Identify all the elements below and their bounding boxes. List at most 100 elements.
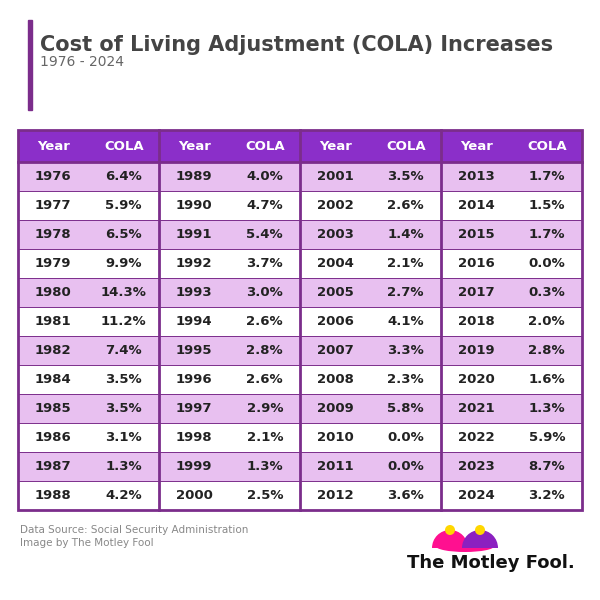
Text: 4.0%: 4.0% [247,170,283,183]
Text: 2018: 2018 [458,315,494,328]
Bar [229,336,300,365]
Text: 3.5%: 3.5% [106,402,142,415]
Text: 2009: 2009 [317,402,353,415]
Text: 2000: 2000 [176,489,212,502]
Text: 2012: 2012 [317,489,353,502]
Bar [18,336,89,365]
Text: Year: Year [37,139,70,152]
Bar [511,336,582,365]
Bar [511,307,582,336]
Text: 7.4%: 7.4% [106,344,142,357]
Text: COLA: COLA [527,139,566,152]
Text: 2.6%: 2.6% [247,315,283,328]
Bar [511,365,582,394]
Circle shape [445,525,455,535]
Circle shape [475,525,485,535]
Bar [89,452,159,481]
Bar [441,278,511,307]
Bar [371,394,441,423]
Bar [89,423,159,452]
Text: 5.4%: 5.4% [247,228,283,241]
Text: 2.8%: 2.8% [247,344,283,357]
Text: 1987: 1987 [35,460,71,473]
Text: 2005: 2005 [317,286,353,299]
Text: 2.1%: 2.1% [247,431,283,444]
Bar [18,249,89,278]
Text: 1999: 1999 [176,460,212,473]
Bar [18,365,89,394]
Bar [229,423,300,452]
Bar [441,220,511,249]
Bar [89,394,159,423]
Bar [300,191,371,220]
Text: 6.5%: 6.5% [106,228,142,241]
Bar [371,307,441,336]
Text: 0.0%: 0.0% [529,257,565,270]
Bar [511,130,582,162]
Text: 2011: 2011 [317,460,353,473]
Text: 1997: 1997 [176,402,212,415]
Bar [89,278,159,307]
Text: 2.6%: 2.6% [388,199,424,212]
Text: 1995: 1995 [176,344,212,357]
Bar [300,481,371,510]
Text: 1993: 1993 [176,286,212,299]
Bar [89,336,159,365]
Bar [18,130,582,510]
Bar [159,481,229,510]
Bar [511,423,582,452]
Bar [511,249,582,278]
Text: 2019: 2019 [458,344,494,357]
Text: 1.3%: 1.3% [106,460,142,473]
Bar [511,278,582,307]
Bar [300,394,371,423]
Bar [89,365,159,394]
Bar [229,220,300,249]
Bar [441,130,511,162]
Bar [371,130,441,162]
Text: 1979: 1979 [35,257,71,270]
Bar [89,191,159,220]
Bar [371,423,441,452]
Bar [441,162,511,191]
Text: 1986: 1986 [35,431,71,444]
Bar [441,191,511,220]
Bar [300,278,371,307]
Text: 1977: 1977 [35,199,71,212]
Text: 1994: 1994 [176,315,212,328]
Bar [159,191,229,220]
Bar [511,191,582,220]
Text: 1976 - 2024: 1976 - 2024 [40,55,124,69]
Text: 0.0%: 0.0% [388,431,424,444]
Text: 1998: 1998 [176,431,212,444]
Text: COLA: COLA [104,139,143,152]
Text: 2003: 2003 [317,228,353,241]
Bar [18,278,89,307]
Bar [511,162,582,191]
Bar [159,452,229,481]
Text: Year: Year [319,139,352,152]
Bar [441,307,511,336]
Bar [511,220,582,249]
Text: 2020: 2020 [458,373,494,386]
Text: 3.1%: 3.1% [106,431,142,444]
Bar [511,481,582,510]
Bar [159,336,229,365]
Text: 1981: 1981 [35,315,71,328]
Bar [89,130,159,162]
Bar [18,307,89,336]
Text: 14.3%: 14.3% [101,286,146,299]
Bar [300,249,371,278]
Text: COLA: COLA [386,139,425,152]
Text: 2024: 2024 [458,489,494,502]
Bar [159,220,229,249]
Wedge shape [462,530,498,548]
Bar [18,130,89,162]
Bar [371,481,441,510]
Text: 4.7%: 4.7% [247,199,283,212]
Text: 2002: 2002 [317,199,353,212]
Text: 4.2%: 4.2% [106,489,142,502]
Text: Year: Year [460,139,493,152]
Bar [300,220,371,249]
Text: 5.8%: 5.8% [388,402,424,415]
